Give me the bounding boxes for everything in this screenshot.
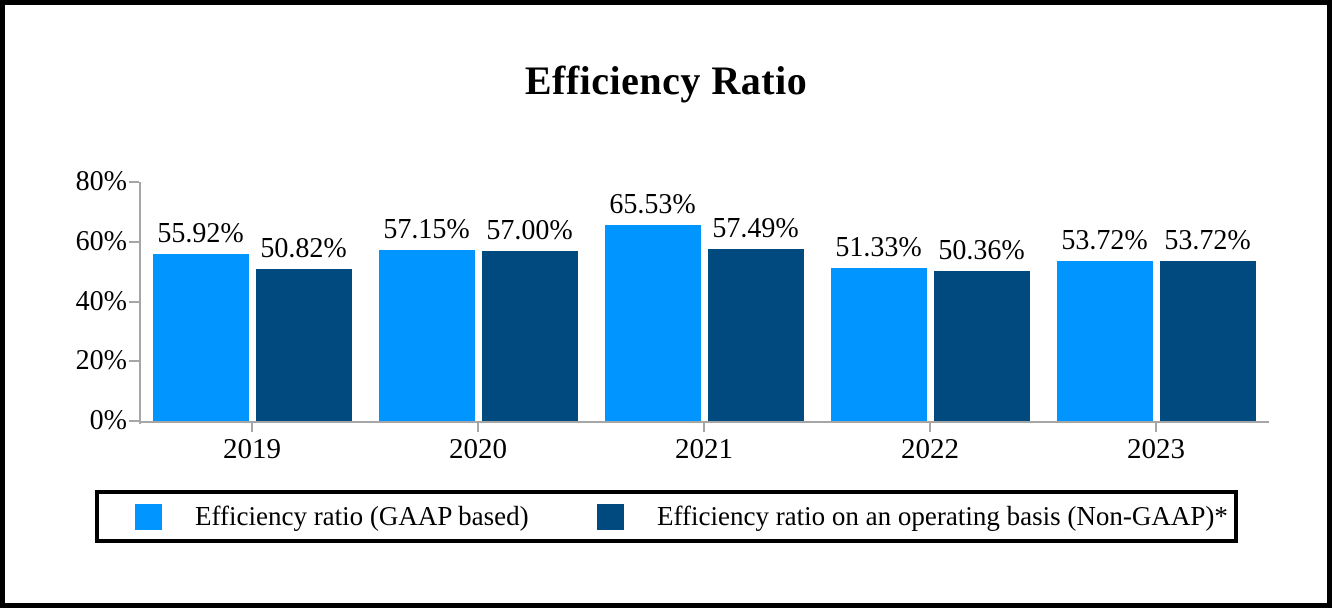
bar-value-label: 50.82% (260, 233, 347, 265)
y-axis-label: 40% (75, 285, 127, 317)
x-axis-tick (1155, 423, 1157, 432)
y-axis-tick (129, 420, 139, 422)
x-axis-label-2022: 2022 (901, 433, 959, 465)
legend-swatch-gaap (135, 503, 162, 530)
y-axis-tick (129, 240, 139, 243)
bar-2022-series2 (933, 270, 1030, 421)
x-axis-label-2019: 2019 (223, 433, 281, 465)
bar-value-label: 51.33% (835, 231, 922, 263)
y-axis-label: 60% (75, 225, 127, 257)
bar-2021-series1 (604, 225, 701, 421)
y-axis-line (139, 182, 141, 424)
category-group: 53.72% 53.72% (1043, 182, 1269, 421)
category-group: 57.15% 57.00% (365, 182, 591, 421)
bar-value-label: 65.53% (609, 189, 696, 221)
legend-label-non-gaap: Efficiency ratio on an operating basis (… (657, 501, 1228, 531)
y-axis-label: 0% (89, 405, 127, 436)
bar-2023-series2 (1159, 260, 1256, 421)
y-axis-label: 80% (75, 166, 127, 197)
y-axis-label: 20% (75, 345, 127, 377)
bar-2020-series1 (378, 250, 475, 421)
bar-value-label: 53.72% (1061, 224, 1148, 256)
bar-value-label: 53.72% (1164, 224, 1251, 256)
x-axis-label-2020: 2020 (449, 433, 507, 465)
category-group: 51.33% 50.36% (817, 182, 1043, 421)
chart-title: Efficiency Ratio (524, 58, 808, 103)
bar-2020-series2 (481, 250, 578, 421)
x-axis-tick (703, 423, 705, 432)
bar-value-label: 57.49% (712, 213, 799, 245)
x-axis-label-2021: 2021 (675, 433, 733, 465)
y-axis-tick (129, 181, 139, 183)
x-axis-tick (929, 423, 931, 432)
x-axis-tick (477, 423, 479, 432)
category-group: 55.92% 50.82% (139, 182, 365, 421)
bar-2022-series1 (830, 267, 927, 421)
legend-item-gaap: Efficiency ratio (GAAP based) (135, 494, 529, 539)
x-axis-line (139, 421, 1269, 423)
bar-value-label: 57.15% (383, 214, 470, 246)
legend-swatch-non-gaap (597, 503, 624, 530)
legend-item-non-gaap: Efficiency ratio on an operating basis (… (597, 494, 1228, 539)
legend: Efficiency ratio (GAAP based) Efficiency… (95, 490, 1238, 543)
bar-value-label: 55.92% (157, 217, 244, 249)
bar-value-label: 57.00% (486, 214, 573, 246)
legend-label-gaap: Efficiency ratio (GAAP based) (195, 501, 529, 531)
y-axis-tick (129, 300, 139, 303)
bar-value-label: 50.36% (938, 234, 1025, 266)
category-group: 65.53% 57.49% (591, 182, 817, 421)
x-axis-label-2023: 2023 (1127, 433, 1185, 465)
bar-2023-series1 (1056, 260, 1153, 421)
bar-2021-series2 (707, 249, 804, 421)
bar-2019-series2 (255, 269, 352, 421)
y-axis-tick (129, 360, 139, 363)
bar-2019-series1 (152, 253, 249, 421)
x-axis-tick (251, 423, 253, 432)
